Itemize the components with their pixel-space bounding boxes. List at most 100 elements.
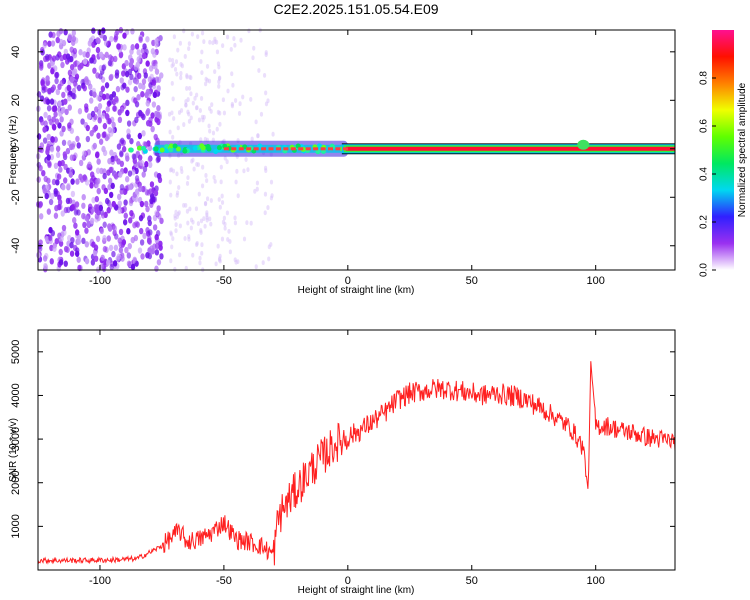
- spectrogram-faint-cell: [254, 119, 258, 125]
- spectrogram-noise-cell: [55, 88, 61, 96]
- spectrogram-noise-cell: [159, 217, 164, 225]
- spectrogram-noise-cell: [60, 61, 65, 69]
- spectrogram-noise-cell: [141, 52, 147, 60]
- spectrogram-noise-cell: [54, 71, 60, 79]
- y-tick-label: 20: [10, 94, 22, 106]
- spectrogram-noise-cell: [124, 59, 129, 67]
- spectrogram-faint-cell: [213, 69, 217, 75]
- spectrogram-faint-cell: [264, 168, 268, 173]
- spectrogram-noise-cell: [116, 193, 122, 201]
- colorbar-tick-label: 0.2: [699, 215, 710, 229]
- spectrogram-noise-cell: [141, 83, 146, 90]
- spectrogram-noise-cell: [62, 151, 68, 158]
- spectrogram-noise-cell: [39, 62, 44, 69]
- spectrogram-noise-cell: [138, 110, 143, 117]
- spectrogram-noise-cell: [66, 84, 71, 92]
- spectrogram-faint-cell: [185, 208, 190, 214]
- snr-plot-area: [38, 330, 675, 570]
- spectrogram-faint-cell: [191, 100, 195, 106]
- spectrogram-faint-cell: [170, 63, 174, 69]
- signal-dash: [223, 147, 229, 151]
- spectrogram-noise-cell: [121, 239, 127, 246]
- spectrogram-noise-cell: [154, 209, 159, 217]
- spectrogram-noise-cell: [58, 248, 63, 256]
- spectrogram-noise-cell: [120, 137, 125, 145]
- spectrogram-noise-cell: [109, 35, 114, 43]
- spectrogram-noise-cell: [50, 68, 55, 75]
- spectrogram-faint-cell: [254, 264, 258, 270]
- spectrogram-noise-cell: [118, 171, 123, 178]
- snr-frame: [37, 329, 676, 571]
- spectrogram-noise-cell: [119, 183, 125, 191]
- signal-blob: [168, 147, 174, 153]
- spectrogram-noise-cell: [134, 43, 140, 50]
- spectrogram-noise-cell: [136, 49, 141, 56]
- spectrogram-noise-cell: [94, 178, 100, 186]
- spectrogram-faint-cell: [214, 261, 218, 267]
- spectrogram-faint-cell: [249, 97, 253, 102]
- spectrogram-noise-cell: [68, 143, 74, 151]
- spectrogram-noise-cell: [125, 109, 130, 117]
- spectrogram-faint-cell: [220, 193, 224, 199]
- spectrogram-noise-cell: [46, 133, 51, 141]
- spectrogram-noise-cell: [122, 82, 127, 89]
- spectrogram-noise-cell: [92, 249, 98, 257]
- spectrogram-noise-cell: [149, 181, 155, 188]
- spectrogram-faint-cell: [189, 225, 193, 231]
- spectrogram-noise-cell: [137, 247, 143, 254]
- spectrogram-noise-cell: [86, 220, 91, 227]
- spectrogram-noise-cell: [81, 193, 86, 201]
- spectrogram-faint-cell: [200, 250, 204, 256]
- spectrogram-noise-cell: [131, 153, 137, 160]
- signal-blob: [315, 149, 321, 155]
- spectrogram-noise-cell: [150, 112, 155, 119]
- signal-blob: [216, 145, 222, 151]
- spectrogram-noise-cell: [54, 77, 59, 85]
- spectrogram-noise-cell: [69, 76, 75, 83]
- spectrogram-faint-cell: [204, 81, 208, 87]
- spectrogram-faint-cell: [232, 36, 236, 41]
- signal-blob: [159, 147, 165, 153]
- spectrogram-faint-cell: [174, 222, 178, 228]
- spectrogram-noise-cell: [114, 72, 120, 79]
- spectrogram-faint-cell: [209, 221, 213, 227]
- spectrogram-faint-cell: [263, 210, 267, 216]
- spectrogram-faint-cell: [185, 73, 189, 78]
- y-tick-label: 1000: [10, 514, 22, 538]
- spectrogram-faint-cell: [171, 96, 175, 102]
- spectrogram-noise-cell: [126, 228, 131, 235]
- spectrogram-noise-cell: [108, 191, 114, 199]
- spectrogram-noise-cell: [92, 91, 97, 98]
- snr-series-line: [38, 361, 675, 566]
- spectrogram-noise-cell: [72, 80, 78, 87]
- spectrogram-noise-cell: [104, 51, 109, 59]
- spectrogram-noise-cell: [108, 74, 113, 82]
- spectrogram-faint-cell: [200, 183, 205, 189]
- spectrogram-noise-cell: [142, 43, 147, 50]
- y-tick-label: -40: [10, 238, 22, 254]
- spectrogram-faint-cell: [171, 236, 175, 242]
- spectrogram-faint-cell: [202, 216, 206, 222]
- spectrogram-noise-cell: [114, 95, 119, 103]
- spectrogram-faint-cell: [167, 111, 172, 117]
- spectrogram-noise-cell: [133, 64, 139, 71]
- signal-dash: [275, 147, 281, 151]
- spectrogram-noise-cell: [141, 171, 146, 178]
- spectrogram-noise-cell: [76, 142, 81, 149]
- colorbar: 0.0 0.2 0.4 0.6 0.8 Normalized spectral ampl…: [699, 30, 748, 277]
- y-tick-label: 5000: [10, 340, 22, 364]
- spectrogram-faint-cell: [217, 197, 221, 202]
- x-tick-label: 50: [466, 575, 478, 587]
- spectrogram-faint-cell: [253, 188, 257, 194]
- spectrogram-noise-cell: [61, 91, 66, 99]
- spectrogram-noise-cell: [60, 159, 65, 167]
- spectrogram-faint-cell: [217, 76, 222, 81]
- spectrogram-faint-cell: [222, 110, 227, 116]
- spectrogram-noise-cell: [101, 64, 106, 71]
- spectrogram-noise-cell: [128, 61, 134, 68]
- spectrogram-faint-cell: [171, 168, 176, 174]
- spectrogram-noise-cell: [37, 243, 42, 250]
- spectrogram-noise-cell: [84, 179, 90, 186]
- signal-dash: [261, 147, 267, 151]
- colorbar-ticks: 0.0 0.2 0.4 0.6 0.8: [699, 71, 716, 277]
